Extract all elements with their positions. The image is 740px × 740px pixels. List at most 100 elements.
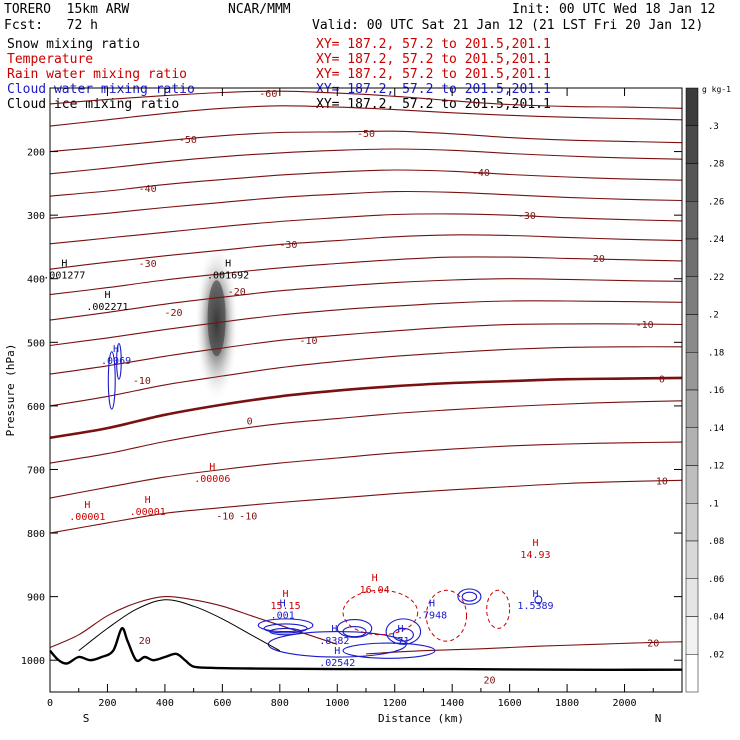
temperature-contours [49,90,683,655]
colorbar-tick-7: .16 [708,386,724,396]
x-tick-label-8: 1600 [498,698,522,709]
max-mark-11: H [331,624,337,635]
contour-label-15: 0 [659,375,665,386]
max-value-12: .71 [391,636,409,647]
x-tick-label-3: 600 [213,698,231,709]
max-mark-12: H [397,624,403,635]
colorbar-tick-2: .26 [708,197,724,207]
rain-contour-0 [342,589,419,636]
header-fcst: Fcst: 72 h [4,18,98,33]
x-axis-label: Distance (km) [378,712,464,725]
cloud-water-contour-10 [107,351,116,410]
max-value-15: 1.5389 [517,601,553,612]
y-tick-label-3: 500 [27,338,45,349]
max-value-1: .002271 [86,302,128,313]
temperature-contour--60-0 [49,90,683,109]
colorbar-tick-14: .02 [708,650,724,660]
y-tick-label-2: 400 [27,275,45,286]
max-mark-13: H [334,646,340,657]
colorbar-cell-7 [685,352,699,391]
temperature-contour--50-2 [49,130,683,153]
legend-snow-xy: XY= 187.2, 57.2 to 201.5,201.1 [316,37,551,52]
header-init: Init: 00 UTC Wed 18 Jan 12 [512,2,716,17]
max-mark-10: H [280,599,286,610]
colorbar-cell-12 [685,540,699,579]
max-annotations: H.001277H.002271H.001692H.0069H.00006H.0… [43,258,553,669]
colorbar-tick-12: .06 [708,575,724,585]
max-value-6: .00001 [130,507,166,518]
max-mark-4: H [209,462,215,473]
colorbar-tick-11: .08 [708,537,724,547]
contour-label-2: -50 [357,129,375,140]
colorbar-cell-14 [685,616,699,655]
x-tick-label-2: 400 [156,698,174,709]
temperature-contour-10-16 [49,479,683,534]
max-value-13: .02542 [319,658,355,669]
max-mark-9: H [283,589,289,600]
contour-label-13: -10 [636,320,654,331]
max-value-2: .001692 [207,270,249,281]
max-value-3: .0069 [101,356,131,367]
x-tick-label-9: 1800 [555,698,579,709]
temperature-contour-0-14 [49,400,683,464]
colorbar-tick-1: .28 [708,160,724,170]
legend-cloudwater-xy: XY= 187.2, 57.2 to 201.5,201.1 [316,82,551,97]
max-mark-15: H [532,589,538,600]
colorbar-tick-10: .1 [708,499,719,509]
colorbar-cell-13 [685,578,699,617]
temperature-contour--20-8 [49,256,683,296]
max-mark-7: H [532,538,538,549]
contour-label-5: -30 [139,259,157,270]
max-value-10: .001 [271,611,295,622]
header-model: TORERO 15km ARW [4,2,130,17]
y-tick-label-0: 200 [27,148,45,159]
x-tick-label-0: 0 [47,698,53,709]
contour-label-6: -30 [279,240,297,251]
contour-label-18: -10 [239,511,257,522]
max-mark-6: H [145,495,151,506]
colorbar-cell-10 [685,465,699,504]
contour-label-4: -40 [472,168,490,179]
legend-cloudwater-label: Cloud water mixing ratio [7,82,195,97]
colorbar-tick-9: .12 [708,462,724,472]
header-center: NCAR/MMM [228,2,291,17]
colorbar-tick-5: .2 [708,311,719,321]
max-value-8: 16.04 [360,585,390,596]
colorbar-cell-8 [685,389,699,428]
y-axis-label: Pressure (hPa) [4,344,17,437]
colorbar-tick-0: .3 [708,122,719,132]
colorbar-tick-8: .14 [708,424,724,434]
temperature-contour--10-10 [49,300,683,347]
contour-label-17: -10 [216,511,234,522]
cloud-water-contour-8 [461,591,478,602]
contour-label-19: 20 [139,636,151,647]
contour-label-1: -50 [179,135,197,146]
colorbar-cell-15 [685,654,699,693]
max-value-11: .8382 [319,636,349,647]
temperature-contour--50-3 [49,148,683,175]
colorbar-cell-5 [685,276,699,315]
colorbar-tick-6: .18 [708,348,724,358]
y-tick-label-7: 900 [27,593,45,604]
colorbar-tick-4: .22 [708,273,724,283]
contour-label-11: -10 [300,336,318,347]
colorbar-cell-9 [685,427,699,466]
legend-temp-label: Temperature [7,52,94,67]
terrain-hill-line [78,599,281,652]
contour-label-10: -20 [587,254,605,265]
x-tick-label-10: 2000 [612,698,636,709]
legend-snow-label: Snow mixing ratio [7,37,141,52]
x-end-label-north: N [655,712,662,725]
x-tick-label-7: 1400 [440,698,464,709]
rain-contour-2 [486,589,511,629]
colorbar-cell-3 [685,201,699,240]
colorbar-unit: g kg-1 [702,85,731,94]
colorbar-cell-11 [685,503,699,542]
axes: 0 200 400 600 800 1000 1200 1400 1600 1800 2000200… [4,87,683,725]
max-mark-8: H [372,573,378,584]
colorbar-cell-2 [685,163,699,202]
max-mark-3: H [113,344,119,355]
temperature-contour--60-1 [49,105,683,127]
terrain-line [49,627,683,671]
